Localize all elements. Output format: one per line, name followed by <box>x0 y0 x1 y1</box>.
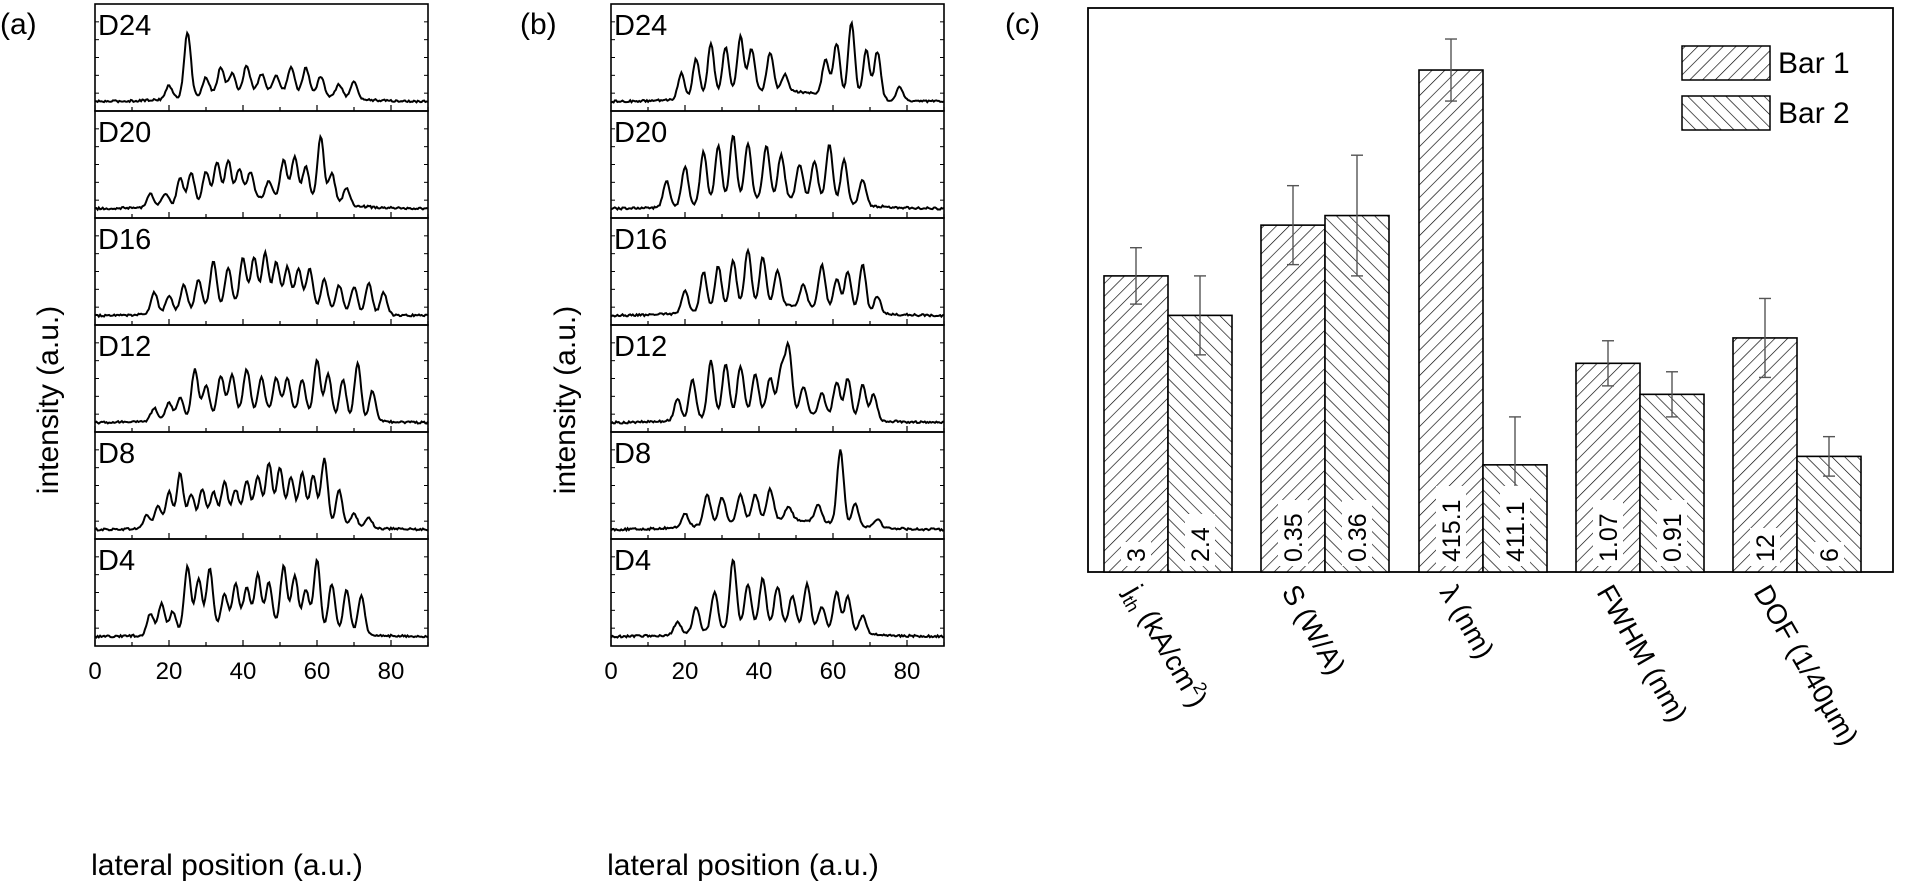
panel-b-ylabel: intensity (a.u.) <box>549 306 582 494</box>
x-tick-label: 0 <box>604 658 617 685</box>
subplot-label: D4 <box>98 545 135 577</box>
data-label-bg <box>1278 500 1308 566</box>
subplot-frame <box>610 431 945 540</box>
intensity-trace <box>95 30 429 104</box>
data-label-bg <box>1185 514 1215 566</box>
subplot-d20: D20 <box>94 110 429 219</box>
panel-b-tag: (b) <box>520 8 557 41</box>
category-label: λ (nm) <box>1434 580 1501 664</box>
intensity-trace <box>610 449 945 533</box>
panel-a-xlabel: lateral position (a.u.) <box>91 849 363 882</box>
subplot-label: D4 <box>614 545 651 577</box>
legend-swatch <box>1681 95 1771 131</box>
x-tick-label: 60 <box>304 658 331 685</box>
legend-label: Bar 2 <box>1778 97 1850 130</box>
category-label: DOF (1/40µm) <box>1748 580 1865 751</box>
data-label-bg <box>1657 500 1687 566</box>
intensity-trace <box>610 558 945 639</box>
intensity-trace <box>94 557 429 639</box>
x-tick-label: 40 <box>230 658 257 685</box>
data-label: 1.07 <box>1595 513 1623 562</box>
x-tick-label: 40 <box>746 658 773 685</box>
data-label-bg <box>1121 542 1151 566</box>
subplot-d8: D8 <box>610 431 945 540</box>
subplot-d8: D8 <box>94 431 429 540</box>
data-label: 12 <box>1752 534 1780 562</box>
data-label: 0.91 <box>1659 513 1687 562</box>
category-label: jth (kA/cm2) <box>1115 577 1216 714</box>
subplot-label: D20 <box>614 117 667 149</box>
subplot-d4: D4 <box>94 538 429 647</box>
category-label: S (W/A) <box>1276 580 1352 680</box>
x-tick-label: 80 <box>378 658 405 685</box>
subplot-label: D12 <box>614 331 667 363</box>
intensity-trace <box>94 248 429 319</box>
subplot-frame <box>610 538 945 647</box>
data-label-bg <box>1500 486 1530 566</box>
panel-a-tag: (a) <box>0 8 37 41</box>
panel-c-tag: (c) <box>1005 8 1040 41</box>
legend-label: Bar 1 <box>1778 47 1850 80</box>
panel-a-ylabel: intensity (a.u.) <box>32 306 65 494</box>
intensity-trace <box>610 19 945 104</box>
intensity-trace <box>610 247 945 319</box>
data-label: 3 <box>1123 548 1151 562</box>
data-label-bg <box>1436 486 1466 566</box>
intensity-trace <box>610 134 945 212</box>
data-label-bg <box>1593 500 1623 566</box>
data-label: 0.35 <box>1280 513 1308 562</box>
intensity-trace <box>610 340 945 425</box>
x-tick-label: 80 <box>894 658 921 685</box>
x-tick-label: 20 <box>672 658 699 685</box>
subplot-d12: D12 <box>610 324 945 433</box>
x-tick-label: 0 <box>88 658 101 685</box>
category-label: FWHM (nm) <box>1591 580 1694 727</box>
data-label-bg <box>1750 528 1780 566</box>
intensity-trace <box>94 133 429 212</box>
intensity-trace <box>94 357 429 425</box>
x-tick-label: 60 <box>820 658 847 685</box>
subplot-label: D20 <box>98 117 151 149</box>
panel-b-plots: D24 D20 D16 D12 D8 D4 0 20 40 60 80 <box>604 3 945 685</box>
subplot-d24: D24 <box>94 3 429 112</box>
subplot-d16: D16 <box>94 217 429 326</box>
subplot-label: D24 <box>614 10 667 42</box>
panel-b-xlabel: lateral position (a.u.) <box>607 849 879 882</box>
subplot-label: D8 <box>98 438 135 470</box>
data-label: 0.36 <box>1344 513 1372 562</box>
bar-1 <box>1103 275 1169 573</box>
data-label: 6 <box>1816 548 1844 562</box>
panel-a-plots: D24 D20 D16 D12 D8 D4 0 20 40 60 80 <box>88 3 429 685</box>
subplot-d4: D4 <box>610 538 945 647</box>
subplot-d12: D12 <box>94 324 429 433</box>
data-label-bg <box>1342 500 1372 566</box>
data-label-bg <box>1814 542 1844 566</box>
subplot-d24: D24 <box>610 3 945 112</box>
subplot-label: D24 <box>98 10 151 42</box>
data-label: 411.1 <box>1502 501 1530 562</box>
subplot-label: D12 <box>98 331 151 363</box>
intensity-trace <box>94 457 429 532</box>
subplot-d20: D20 <box>610 110 945 219</box>
legend-swatch <box>1681 45 1771 81</box>
subplot-label: D16 <box>614 224 667 256</box>
panel-c-bar-chart: 3 0.35 415.1 1.07 12 2.4 0.36 411.1 0.91 6 jth (kA… <box>1087 7 1894 751</box>
subplot-d16: D16 <box>610 217 945 326</box>
data-label: 415.1 <box>1438 499 1466 562</box>
x-tick-label: 20 <box>156 658 183 685</box>
subplot-label: D16 <box>98 224 151 256</box>
subplot-label: D8 <box>614 438 651 470</box>
data-label: 2.4 <box>1187 527 1215 562</box>
